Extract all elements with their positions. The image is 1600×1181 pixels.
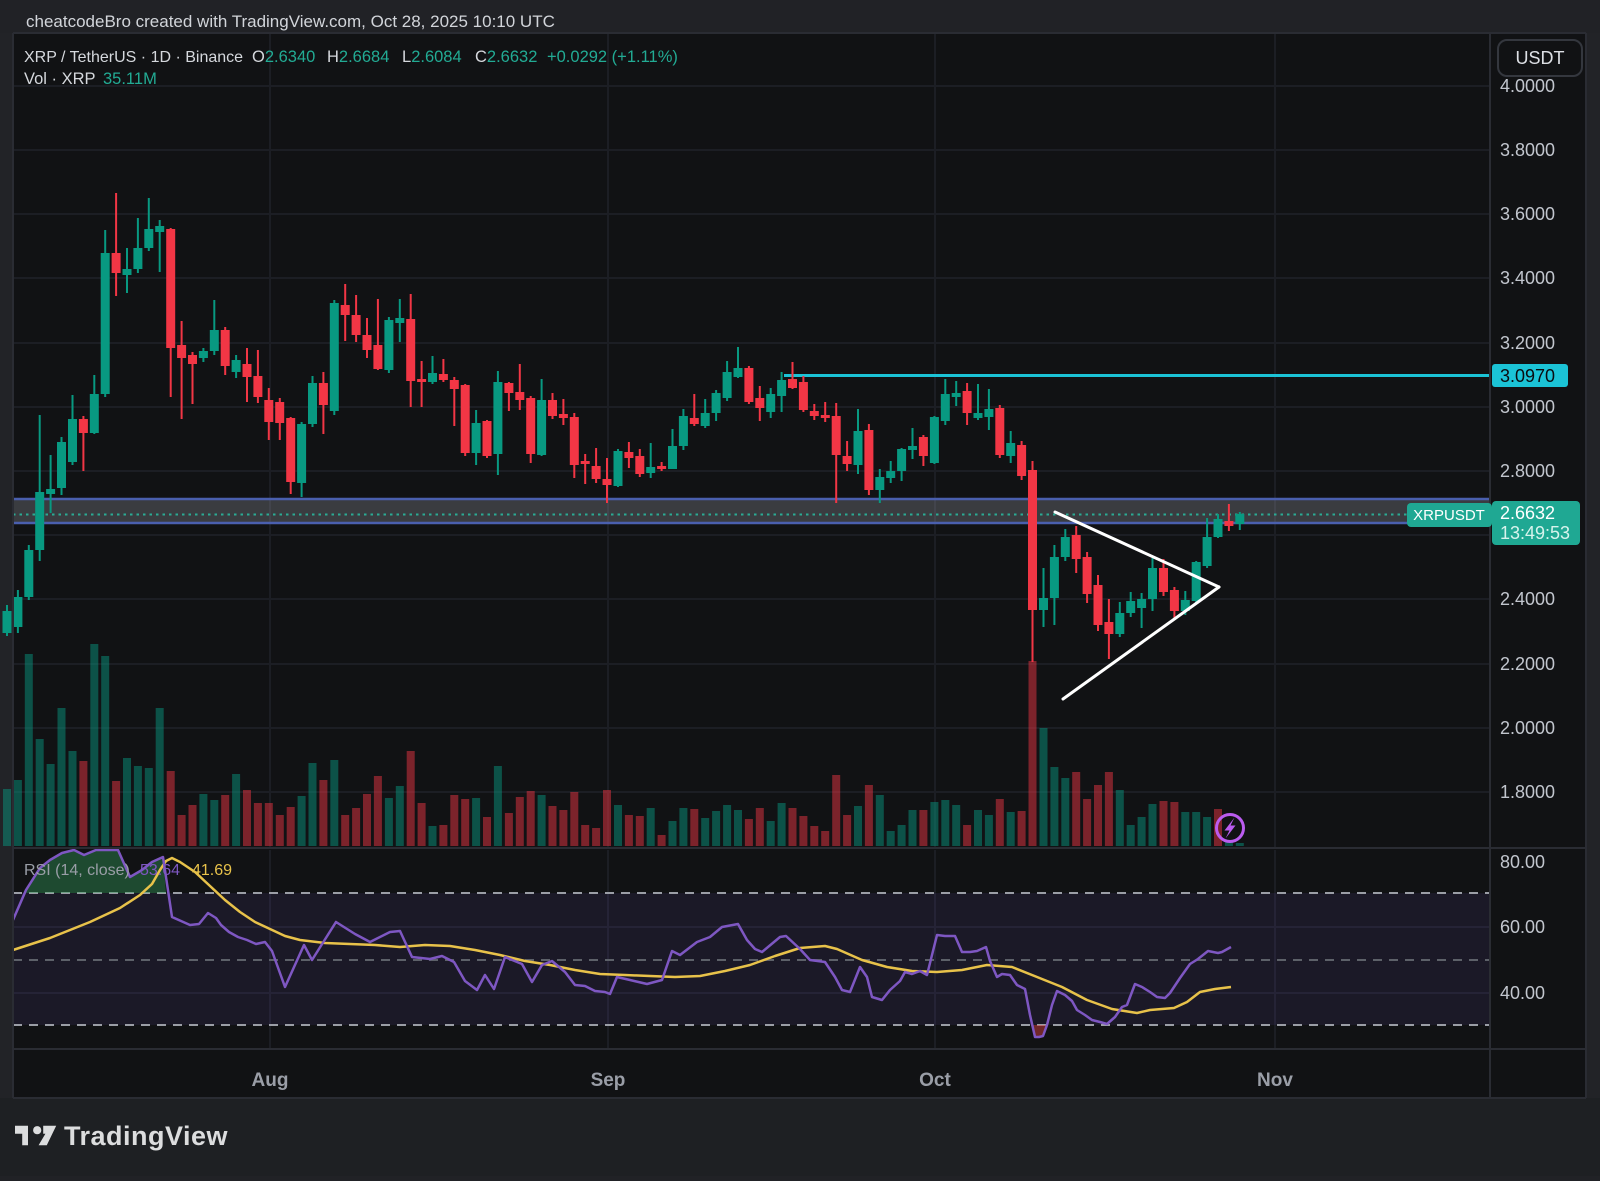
svg-text:53.64: 53.64 xyxy=(140,862,180,879)
svg-text:1.8000: 1.8000 xyxy=(1500,782,1555,802)
svg-text:+0.0292 (+1.11%): +0.0292 (+1.11%) xyxy=(547,48,678,66)
svg-text:3.0000: 3.0000 xyxy=(1500,397,1555,417)
svg-text:2.4000: 2.4000 xyxy=(1500,589,1555,609)
svg-text:35.11M: 35.11M xyxy=(103,70,157,88)
svg-text:4.0000: 4.0000 xyxy=(1500,76,1555,96)
svg-text:Oct: Oct xyxy=(919,1070,951,1091)
svg-text:3.0970: 3.0970 xyxy=(1500,366,1555,386)
svg-text:USDT: USDT xyxy=(1516,48,1565,68)
svg-text:cheatcodeBro created with Trad: cheatcodeBro created with TradingView.co… xyxy=(26,12,555,31)
svg-text:2.6632: 2.6632 xyxy=(1500,503,1555,523)
svg-text:H2.6684: H2.6684 xyxy=(327,48,389,66)
svg-text:3.4000: 3.4000 xyxy=(1500,268,1555,288)
svg-text:Vol · XRP: Vol · XRP xyxy=(24,70,96,88)
svg-text:13:49:53: 13:49:53 xyxy=(1500,523,1570,543)
svg-text:40.00: 40.00 xyxy=(1500,983,1545,1003)
svg-text:80.00: 80.00 xyxy=(1500,852,1545,872)
svg-text:O2.6340: O2.6340 xyxy=(252,48,315,66)
svg-text:3.6000: 3.6000 xyxy=(1500,204,1555,224)
svg-text:3.2000: 3.2000 xyxy=(1500,333,1555,353)
svg-text:41.69: 41.69 xyxy=(192,862,232,879)
svg-text:C2.6632: C2.6632 xyxy=(475,48,537,66)
svg-text:L2.6084: L2.6084 xyxy=(402,48,462,66)
svg-text:TradingView: TradingView xyxy=(64,1121,229,1151)
svg-text:2.2000: 2.2000 xyxy=(1500,654,1555,674)
svg-text:2.0000: 2.0000 xyxy=(1500,718,1555,738)
svg-text:2.8000: 2.8000 xyxy=(1500,461,1555,481)
svg-text:XRPUSDT: XRPUSDT xyxy=(1413,507,1485,524)
svg-text:Sep: Sep xyxy=(591,1070,626,1091)
svg-text:Aug: Aug xyxy=(252,1070,289,1091)
svg-text:RSI (14, close): RSI (14, close) xyxy=(24,862,130,879)
svg-text:3.8000: 3.8000 xyxy=(1500,140,1555,160)
svg-text:XRP / TetherUS · 1D · Binance: XRP / TetherUS · 1D · Binance xyxy=(24,49,243,66)
svg-text:Nov: Nov xyxy=(1257,1070,1293,1091)
svg-text:60.00: 60.00 xyxy=(1500,917,1545,937)
